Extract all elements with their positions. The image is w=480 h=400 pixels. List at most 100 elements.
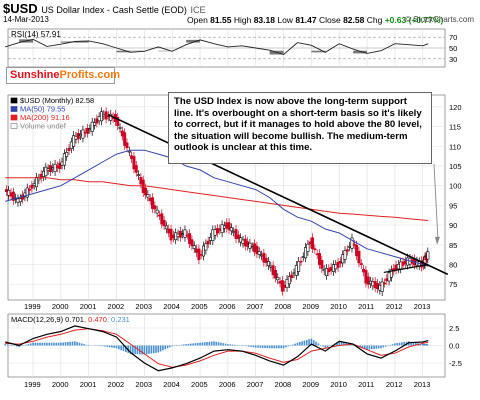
- candle-body: [58, 162, 62, 170]
- rsi-line: [5, 38, 429, 56]
- price-x-tick-label: 1999: [24, 302, 41, 311]
- macd-histogram-bar: [296, 342, 299, 346]
- close-value: 82.58: [343, 15, 365, 25]
- price-x-tick-label: 2002: [108, 302, 125, 311]
- macd-histogram-bar: [363, 345, 366, 349]
- candle-body: [76, 132, 80, 140]
- candle-body: [81, 129, 85, 139]
- macd-x-tick-label: 2000: [52, 380, 69, 389]
- macd-histogram-bar: [422, 344, 425, 346]
- price-x-tick-label: 2011: [358, 302, 374, 311]
- macd-histogram-bar: [259, 345, 262, 348]
- low-value: 81.47: [295, 15, 317, 25]
- macd-histogram-bar: [27, 344, 30, 346]
- open-value: 81.55: [210, 15, 232, 25]
- candle-body: [382, 282, 386, 285]
- macd-histogram-bar: [421, 344, 424, 346]
- price-tick-label: 100: [449, 182, 462, 191]
- macd-x-tick-label: 2008: [275, 380, 292, 389]
- candle-body: [320, 259, 324, 269]
- macd-histogram-bar: [343, 342, 345, 346]
- macd-histogram-bar: [315, 341, 317, 346]
- macd-histogram-bar: [20, 345, 23, 347]
- macd-histogram-bar: [241, 345, 243, 346]
- candle-body: [169, 228, 173, 241]
- macd-histogram-bar: [55, 342, 58, 346]
- price-x-tick-label: 2005: [191, 302, 208, 311]
- candle-body: [366, 276, 370, 285]
- macd-histogram-bar: [338, 341, 341, 346]
- price-x-tick-label: 2007: [247, 302, 264, 311]
- macd-histogram-bar: [104, 345, 106, 347]
- macd-histogram-bar: [159, 345, 162, 352]
- legend-entry: MA(50) 79.55: [20, 105, 65, 114]
- candle-body: [30, 184, 34, 189]
- candle-body: [160, 213, 164, 225]
- candle-body: [357, 250, 361, 264]
- candle-body: [132, 156, 136, 170]
- candle-body: [192, 245, 196, 249]
- candle-body: [318, 253, 322, 265]
- legend-swatch: [10, 114, 18, 121]
- macd-histogram-bar: [134, 345, 136, 355]
- macd-histogram-bar: [36, 342, 39, 346]
- macd-histogram-bar: [275, 345, 278, 349]
- macd-histogram-bar: [234, 344, 236, 346]
- candle-body: [297, 261, 301, 272]
- macd-histogram-bar: [74, 341, 76, 346]
- candle-body: [104, 111, 108, 120]
- macd-histogram-bar: [189, 343, 192, 346]
- candle-body: [359, 263, 363, 266]
- candle-body: [18, 198, 22, 203]
- price-x-tick-label: 2009: [302, 302, 319, 311]
- candle-body: [118, 127, 122, 129]
- macd-histogram-bar: [382, 345, 385, 348]
- symbol: $USD: [3, 1, 38, 16]
- price-x-tick-label: 2001: [80, 302, 97, 311]
- macd-histogram-bar: [152, 345, 155, 354]
- chart-date: 14-Mar-2013: [3, 15, 49, 24]
- rsi-oversold-fill: [130, 50, 145, 52]
- exchange: ICE: [190, 5, 206, 15]
- price-x-tick-label: 2000: [52, 302, 69, 311]
- candle-body: [299, 260, 303, 263]
- macd-histogram-bar: [6, 344, 9, 346]
- candle-body: [257, 251, 261, 255]
- price-tick-label: 90: [449, 221, 457, 230]
- candle-body: [25, 187, 29, 198]
- macd-histogram-bar: [375, 345, 378, 349]
- rsi-oversold-fill: [158, 50, 173, 52]
- macd-histogram-bar: [115, 345, 118, 349]
- macd-histogram-bar: [108, 345, 111, 348]
- candle-body: [144, 187, 148, 196]
- macd-histogram-bar: [141, 345, 143, 355]
- macd-histogram-bar: [257, 345, 259, 348]
- candle-body: [11, 191, 15, 201]
- macd-histogram-bar: [203, 342, 206, 346]
- macd-histogram-bar: [250, 345, 252, 347]
- macd-histogram-bar: [229, 344, 232, 346]
- candle-body: [287, 276, 291, 285]
- macd-histogram-bar: [201, 342, 204, 346]
- macd-histogram-bar: [80, 343, 83, 346]
- price-x-tick-label: 2006: [219, 302, 236, 311]
- macd-histogram-bar: [85, 344, 88, 346]
- price-x-tick-label: 2012: [386, 302, 403, 311]
- price-tick-label: 105: [449, 162, 462, 171]
- candle-body: [155, 209, 159, 214]
- macd-histogram-bar: [331, 344, 334, 346]
- rsi-overbought-fill: [60, 41, 75, 43]
- macd-histogram-bar: [71, 341, 74, 346]
- macd-histogram-bar: [199, 342, 201, 346]
- macd-x-tick-label: 2012: [386, 380, 403, 389]
- macd-histogram-bar: [101, 345, 104, 347]
- rsi-tick-label: 70: [449, 33, 457, 42]
- macd-histogram-bar: [292, 344, 294, 346]
- candle-body: [190, 239, 194, 247]
- macd-tick-label: 2.5: [449, 324, 459, 333]
- chg-value: +0.63 (+0.77%): [384, 15, 444, 25]
- macd-histogram-bar: [131, 345, 134, 355]
- macd-histogram-bar: [83, 344, 85, 346]
- macd-histogram-bar: [298, 342, 301, 346]
- macd-histogram-bar: [138, 345, 141, 355]
